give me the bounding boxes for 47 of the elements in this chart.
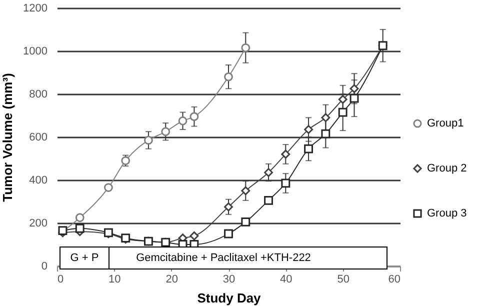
y-tick-label: 400 bbox=[29, 174, 48, 186]
x-tick-label: 30 bbox=[222, 274, 236, 286]
point bbox=[224, 72, 233, 82]
y-tick-label: 600 bbox=[29, 132, 48, 144]
point bbox=[264, 196, 273, 205]
point bbox=[241, 186, 250, 196]
x-axis-title: Study Day bbox=[197, 290, 262, 306]
point bbox=[321, 129, 330, 138]
y-tick-label: 1000 bbox=[23, 46, 48, 58]
point bbox=[75, 224, 84, 233]
point bbox=[224, 229, 233, 238]
point bbox=[75, 213, 84, 222]
x-tick-label: 20 bbox=[166, 274, 178, 286]
point bbox=[190, 112, 199, 122]
point bbox=[161, 127, 170, 136]
x-tick-label: 40 bbox=[280, 274, 292, 286]
annotation: Gemcitabine + Paclitaxel +KTH-222 bbox=[136, 252, 311, 264]
x-tick-label: 10 bbox=[108, 274, 121, 286]
y-tick-label: 1200 bbox=[23, 2, 48, 14]
annotation: G + P bbox=[70, 252, 99, 264]
x-tick-label: 50 bbox=[337, 274, 350, 286]
y-tick-label: 200 bbox=[29, 218, 48, 230]
point bbox=[264, 168, 273, 177]
y-axis-title: Tumor Volume (mm³) bbox=[0, 73, 16, 202]
point bbox=[321, 113, 330, 122]
y-tick-label: 800 bbox=[29, 88, 48, 100]
point bbox=[350, 84, 359, 94]
point bbox=[144, 136, 153, 145]
point bbox=[281, 178, 290, 188]
legend-label: Group 3 bbox=[427, 208, 467, 220]
legend-label: Group 2 bbox=[427, 162, 467, 174]
legend-label: Group1 bbox=[427, 118, 464, 130]
point bbox=[338, 94, 348, 104]
y-tick-label: 0 bbox=[41, 260, 48, 272]
point bbox=[304, 125, 313, 134]
point bbox=[304, 144, 313, 154]
point bbox=[241, 43, 250, 52]
point bbox=[190, 231, 199, 240]
x-tick-label: 0 bbox=[58, 274, 64, 286]
x-tick-label: 60 bbox=[388, 274, 400, 286]
point bbox=[178, 116, 188, 126]
point bbox=[338, 108, 348, 117]
point bbox=[241, 217, 250, 226]
point bbox=[224, 202, 233, 212]
point bbox=[104, 183, 113, 192]
point bbox=[281, 150, 290, 159]
point bbox=[350, 94, 359, 103]
